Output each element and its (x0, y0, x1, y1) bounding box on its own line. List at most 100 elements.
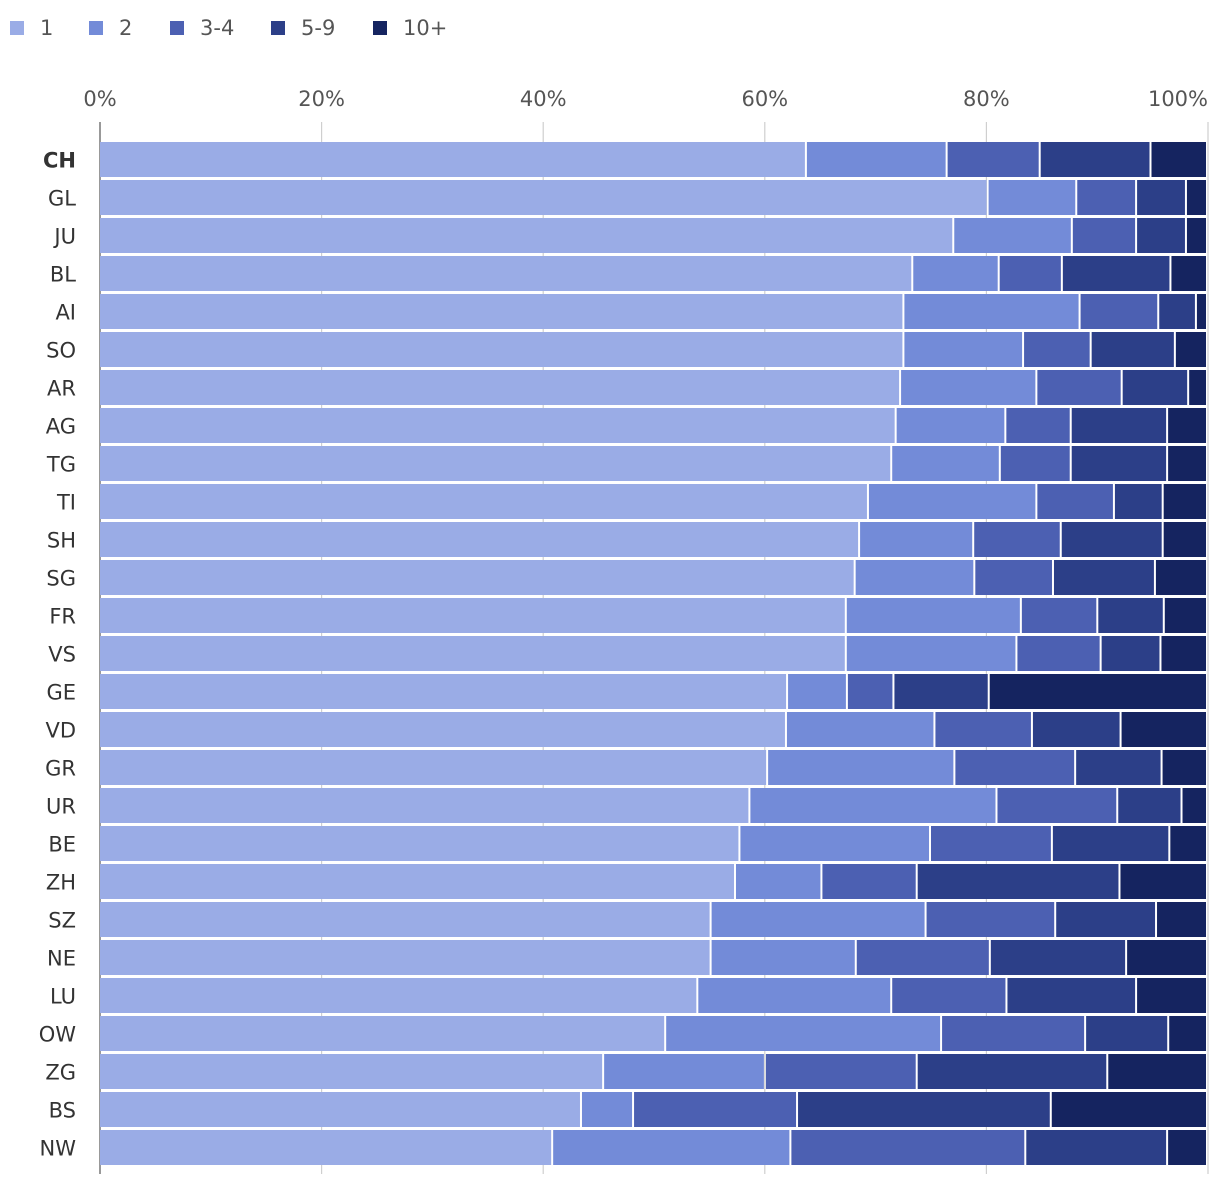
bar-ZG-2 (604, 1054, 764, 1089)
x-tick-label-0: 0% (83, 87, 116, 111)
bar-NE-10+ (1127, 940, 1206, 975)
bar-BS-1 (100, 1092, 580, 1127)
bar-GL-10+ (1186, 180, 1206, 215)
bar-AI-2 (904, 294, 1079, 329)
y-label-VS: VS (48, 643, 76, 667)
bar-NW-5-9 (1026, 1130, 1167, 1165)
bar-OW-3-4 (942, 1016, 1085, 1051)
bar-SG-1 (100, 560, 854, 595)
bar-SO-5-9 (1091, 332, 1174, 367)
bar-BS-2 (581, 1092, 633, 1127)
bar-GR-2 (768, 750, 954, 785)
bar-AI-10+ (1196, 294, 1206, 329)
y-label-CH: CH (43, 149, 76, 173)
bar-AR-1 (100, 370, 900, 405)
legend-label-1: 1 (40, 16, 53, 40)
bar-TG-3-4 (1000, 446, 1070, 481)
bar-OW-5-9 (1086, 1016, 1168, 1051)
bar-FR-10+ (1164, 598, 1206, 633)
y-label-UR: UR (46, 795, 76, 819)
bar-AG-2 (896, 408, 1005, 443)
y-label-SZ: SZ (48, 909, 76, 933)
bar-CH-10+ (1151, 142, 1206, 177)
bar-SZ-5-9 (1056, 902, 1156, 937)
bar-TG-5-9 (1071, 446, 1167, 481)
bar-AG-3-4 (1006, 408, 1070, 443)
bar-JU-5-9 (1137, 218, 1185, 253)
bar-UR-5-9 (1118, 788, 1181, 823)
bar-TI-3-4 (1037, 484, 1113, 519)
bar-FR-5-9 (1098, 598, 1163, 633)
y-label-JU: JU (52, 225, 76, 249)
bar-ZG-10+ (1108, 1054, 1206, 1089)
y-label-AI: AI (55, 301, 76, 325)
bar-SZ-10+ (1157, 902, 1206, 937)
bar-LU-2 (698, 978, 891, 1013)
bar-TG-1 (100, 446, 891, 481)
legend-swatch-10+ (373, 21, 387, 35)
legend: 1 2 3-4 5-9 10+ (10, 16, 447, 40)
x-tick-label-1: 20% (298, 87, 345, 111)
bar-SG-10+ (1155, 560, 1206, 595)
bar-ZG-5-9 (917, 1054, 1107, 1089)
bar-VS-5-9 (1101, 636, 1160, 671)
bar-GL-1 (100, 180, 987, 215)
bar-SG-5-9 (1053, 560, 1154, 595)
y-label-FR: FR (49, 605, 76, 629)
bar-BL-1 (100, 256, 912, 291)
bar-FR-2 (846, 598, 1020, 633)
bar-JU-10+ (1186, 218, 1206, 253)
x-axis-ticks: 0% 20% 40% 60% 80% 100% (83, 87, 1208, 111)
bar-VD-10+ (1121, 712, 1206, 747)
bar-TI-5-9 (1114, 484, 1162, 519)
bar-GL-2 (988, 180, 1076, 215)
bar-TG-2 (892, 446, 999, 481)
y-label-BE: BE (48, 833, 76, 857)
bar-UR-3-4 (997, 788, 1117, 823)
legend-label-10+: 10+ (403, 16, 447, 40)
bar-AR-3-4 (1037, 370, 1121, 405)
bar-AI-3-4 (1080, 294, 1158, 329)
y-label-GR: GR (45, 757, 76, 781)
bar-GL-5-9 (1137, 180, 1185, 215)
bar-AG-1 (100, 408, 895, 443)
y-axis-labels: CH GL JU BL AI SO AR AG TG TI SH SG FR VS GE VD GR UR BE ZH… (39, 149, 77, 1161)
bar-LU-3-4 (892, 978, 1006, 1013)
bar-OW-2 (666, 1016, 941, 1051)
bar-LU-5-9 (1007, 978, 1136, 1013)
bar-VD-1 (100, 712, 785, 747)
bar-TI-1 (100, 484, 867, 519)
bar-AG-5-9 (1071, 408, 1167, 443)
x-tick-label-2: 40% (520, 87, 567, 111)
bar-LU-10+ (1137, 978, 1206, 1013)
bar-VD-3-4 (935, 712, 1031, 747)
bar-SO-3-4 (1024, 332, 1090, 367)
bar-TI-2 (868, 484, 1036, 519)
bar-ZH-3-4 (822, 864, 916, 899)
bar-AI-5-9 (1159, 294, 1195, 329)
legend-swatch-3-4 (170, 21, 184, 35)
y-label-TG: TG (46, 453, 76, 477)
y-label-BL: BL (50, 263, 76, 287)
bar-AR-2 (901, 370, 1036, 405)
bar-BL-10+ (1171, 256, 1206, 291)
bar-SH-1 (100, 522, 859, 557)
bar-ZG-3-4 (765, 1054, 916, 1089)
bar-GR-3-4 (955, 750, 1075, 785)
y-label-ZH: ZH (46, 871, 76, 895)
bar-JU-1 (100, 218, 953, 253)
bar-TI-10+ (1163, 484, 1206, 519)
bar-NE-5-9 (990, 940, 1126, 975)
bar-GE-2 (788, 674, 846, 709)
bar-CH-2 (806, 142, 946, 177)
y-label-VD: VD (45, 719, 76, 743)
bar-GL-3-4 (1077, 180, 1136, 215)
bar-GE-5-9 (894, 674, 988, 709)
bar-FR-1 (100, 598, 845, 633)
bar-NE-2 (711, 940, 855, 975)
y-label-BS: BS (49, 1099, 76, 1123)
bar-GE-3-4 (847, 674, 893, 709)
bar-CH-1 (100, 142, 805, 177)
bar-BL-2 (913, 256, 998, 291)
bar-TG-10+ (1168, 446, 1206, 481)
